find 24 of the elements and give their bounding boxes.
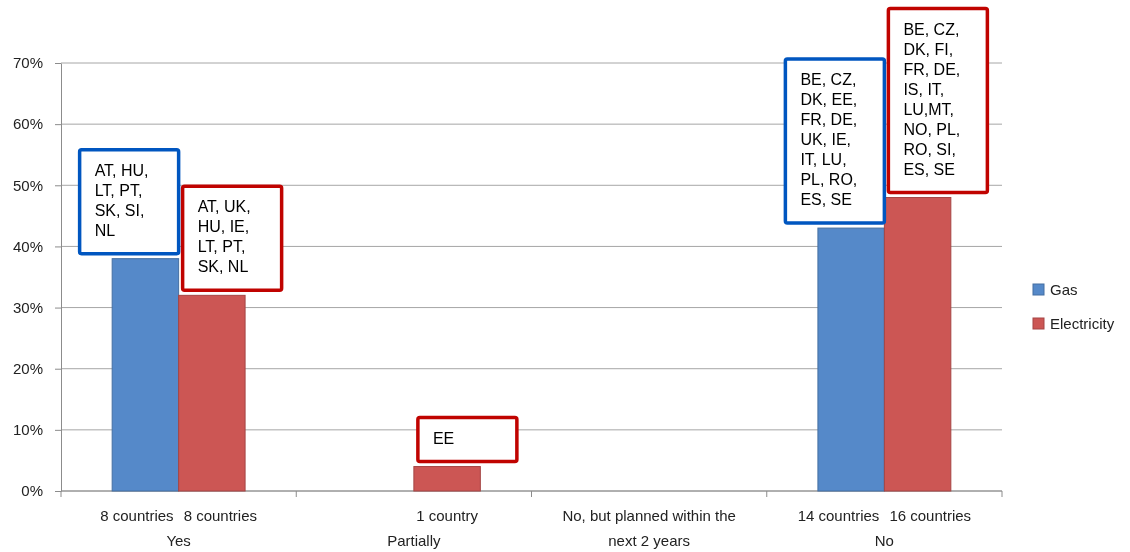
y-tick-label: 30% bbox=[12, 298, 43, 316]
legend-label: Electricity bbox=[1050, 315, 1115, 332]
annotation: BE, CZ, DK, FI, FR, DE, IS, IT, LU,MT, NO, PL, RO, SI, ES, SE bbox=[903, 20, 961, 178]
y-tick-label: 0% bbox=[21, 482, 43, 500]
legend-label: Gas bbox=[1050, 281, 1078, 298]
x-tick-label: No, but planned within the next 2 years bbox=[562, 507, 736, 549]
text: 16 countries bbox=[889, 507, 972, 524]
text: 8 countries bbox=[100, 507, 174, 524]
y-tick-label: 60% bbox=[12, 115, 43, 133]
annotation: AT, HU, LT, PT, SK, SI, NL bbox=[94, 161, 149, 239]
text: 8 countries bbox=[183, 507, 257, 524]
y-tick-label: 20% bbox=[12, 360, 43, 378]
text: 1 country bbox=[416, 507, 479, 524]
text: 14 countries bbox=[797, 507, 880, 524]
annotation: AT, UK, HU, IE, LT, PT, SK, NL bbox=[197, 198, 251, 276]
x-tick-label: No bbox=[874, 532, 894, 549]
x-tick-label: Partially bbox=[387, 532, 442, 549]
annotation: EE bbox=[432, 429, 455, 447]
annotation: BE, CZ, DK, EE, FR, DE, UK, IE, IT, LU, PL, RO, ES, SE bbox=[800, 71, 858, 209]
y-tick-label: 40% bbox=[12, 237, 43, 255]
y-tick-label: 50% bbox=[12, 176, 43, 194]
x-tick-label: Yes bbox=[166, 532, 191, 549]
y-tick-label: 70% bbox=[12, 54, 43, 72]
y-tick-label: 10% bbox=[12, 421, 43, 439]
